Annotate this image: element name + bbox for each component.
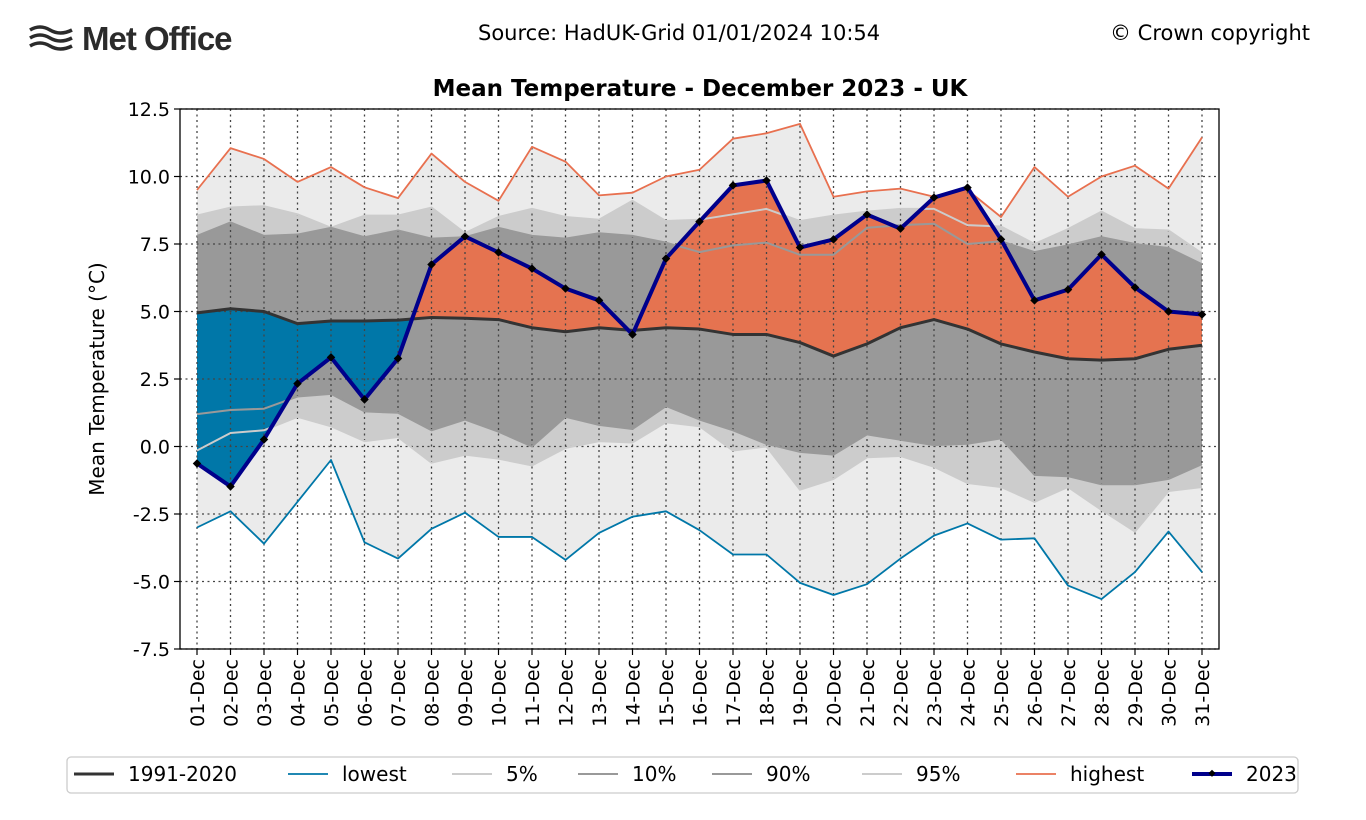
point-2023 (192, 459, 202, 468)
x-tick-label: 27-Dec (1058, 659, 1080, 727)
x-tick-label: 20-Dec (824, 659, 846, 727)
x-tick-label: 14-Dec (623, 659, 645, 727)
point-2023 (326, 353, 336, 362)
y-tick-label: -2.5 (133, 504, 170, 526)
point-2023 (360, 395, 369, 404)
y-tick-label: 0.0 (140, 437, 170, 459)
y-tick-label: 2.5 (140, 369, 170, 391)
x-tick-label: 01-Dec (187, 659, 209, 727)
met-office-logo: Met Office (28, 20, 233, 58)
legend-label: lowest (342, 762, 407, 786)
y-tick-label: 10.0 (128, 167, 170, 189)
x-tick-label: 03-Dec (254, 659, 276, 727)
legend-label: 95% (916, 762, 960, 786)
x-tick-label: 08-Dec (422, 659, 444, 727)
x-tick-label: 19-Dec (790, 659, 812, 727)
x-tick-label: 18-Dec (757, 659, 779, 727)
point-2023 (226, 482, 235, 491)
legend-label: highest (1070, 762, 1144, 786)
point-2023 (1130, 283, 1140, 292)
x-tick-label: 17-Dec (723, 659, 745, 727)
x-tick-label: 22-Dec (891, 659, 913, 727)
above-average-fill (197, 180, 1202, 361)
x-tick-label: 16-Dec (690, 659, 712, 727)
point-2023 (1063, 285, 1073, 294)
line-10pct (196, 392, 1203, 486)
line-5pct (196, 415, 1203, 533)
legend-label: 2023 (1246, 762, 1297, 786)
line-highest (196, 122, 1203, 218)
x-tick-label: 09-Dec (455, 659, 477, 727)
point-2023 (1030, 296, 1039, 305)
point-2023 (628, 330, 637, 339)
y-tick-label: 12.5 (128, 99, 170, 121)
plot-frame (179, 108, 1220, 650)
waves-icon (29, 25, 73, 51)
y-tick-label: -5.0 (133, 572, 170, 594)
x-tick-label: 30-Dec (1159, 659, 1181, 727)
x-tick-label: 10-Dec (489, 659, 511, 727)
y-axis-label: Mean Temperature (°C) (85, 262, 109, 495)
legend-label: 1991-2020 (128, 762, 237, 786)
point-2023 (527, 264, 537, 273)
legend-label: 10% (632, 762, 676, 786)
line-90pct (196, 221, 1203, 266)
x-tick-label: 11-Dec (522, 659, 544, 727)
x-tick-label: 29-Dec (1125, 659, 1147, 727)
x-tick-label: 28-Dec (1092, 659, 1114, 727)
x-tick-label: 26-Dec (1025, 659, 1047, 727)
x-tick-label: 06-Dec (355, 659, 377, 727)
x-tick-label: 04-Dec (288, 659, 310, 727)
point-2023 (1197, 310, 1207, 319)
x-tick-label: 02-Dec (221, 659, 243, 727)
y-tick-label: 7.5 (140, 234, 170, 256)
chart-title: Mean Temperature - December 2023 - UK (433, 76, 969, 102)
point-2023 (494, 248, 503, 257)
y-tick-label: -7.5 (133, 639, 170, 661)
x-tick-label: 12-Dec (556, 659, 578, 727)
line-lowest (196, 459, 1203, 600)
x-tick-label: 15-Dec (656, 659, 678, 727)
x-tick-label: 25-Dec (991, 659, 1013, 727)
line-1991-2020 (196, 307, 1203, 362)
y-tick-label: 5.0 (140, 302, 170, 324)
point-2023 (561, 284, 570, 293)
x-tick-label: 31-Dec (1192, 659, 1214, 727)
x-tick-label: 07-Dec (388, 659, 410, 727)
x-tick-label: 24-Dec (958, 659, 980, 727)
legend: 1991-2020 lowest 5% 10% 90% 95% highest 2023 (66, 756, 1299, 794)
logo-text: Met Office (82, 20, 233, 57)
source-text: Source: HadUK-Grid 01/01/2024 10:54 (478, 21, 881, 45)
x-tick-label: 23-Dec (924, 659, 946, 727)
x-tick-label: 21-Dec (857, 659, 879, 727)
point-2023 (293, 379, 302, 388)
point-2023 (259, 435, 269, 444)
point-2023 (460, 232, 470, 241)
copyright-text: © Crown copyright (1109, 21, 1310, 45)
legend-label: 90% (766, 762, 810, 786)
legend-label: 5% (506, 762, 538, 786)
point-2023 (594, 296, 604, 305)
legend-box (66, 756, 1299, 794)
x-tick-label: 13-Dec (589, 659, 611, 727)
point-2023 (393, 354, 403, 363)
point-2023 (1164, 307, 1173, 316)
x-tick-label: 05-Dec (321, 659, 343, 727)
point-2023 (427, 260, 436, 269)
